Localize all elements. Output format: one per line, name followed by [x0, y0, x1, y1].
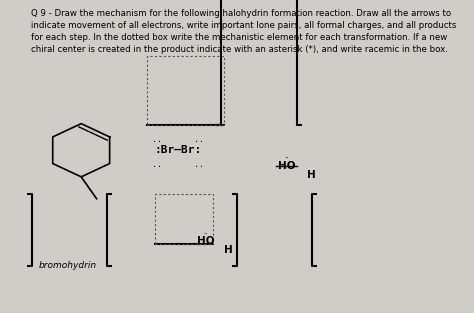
Text: :Br—Br:: :Br—Br: — [154, 145, 201, 155]
Text: ..: .. — [203, 228, 208, 235]
Text: ..: .. — [194, 160, 204, 169]
Text: HO: HO — [197, 236, 215, 246]
Text: Q 9 - Draw the mechanism for the following halohydrin formation reaction. Draw a: Q 9 - Draw the mechanism for the followi… — [31, 9, 456, 54]
Text: ..: .. — [194, 135, 204, 144]
Text: ..: .. — [152, 135, 162, 144]
Text: bromohydrin: bromohydrin — [38, 261, 97, 270]
Text: ..: .. — [152, 160, 162, 169]
Text: HO: HO — [278, 161, 296, 171]
Text: H: H — [224, 245, 233, 255]
Text: H: H — [307, 170, 316, 180]
Text: ..: .. — [284, 153, 289, 160]
